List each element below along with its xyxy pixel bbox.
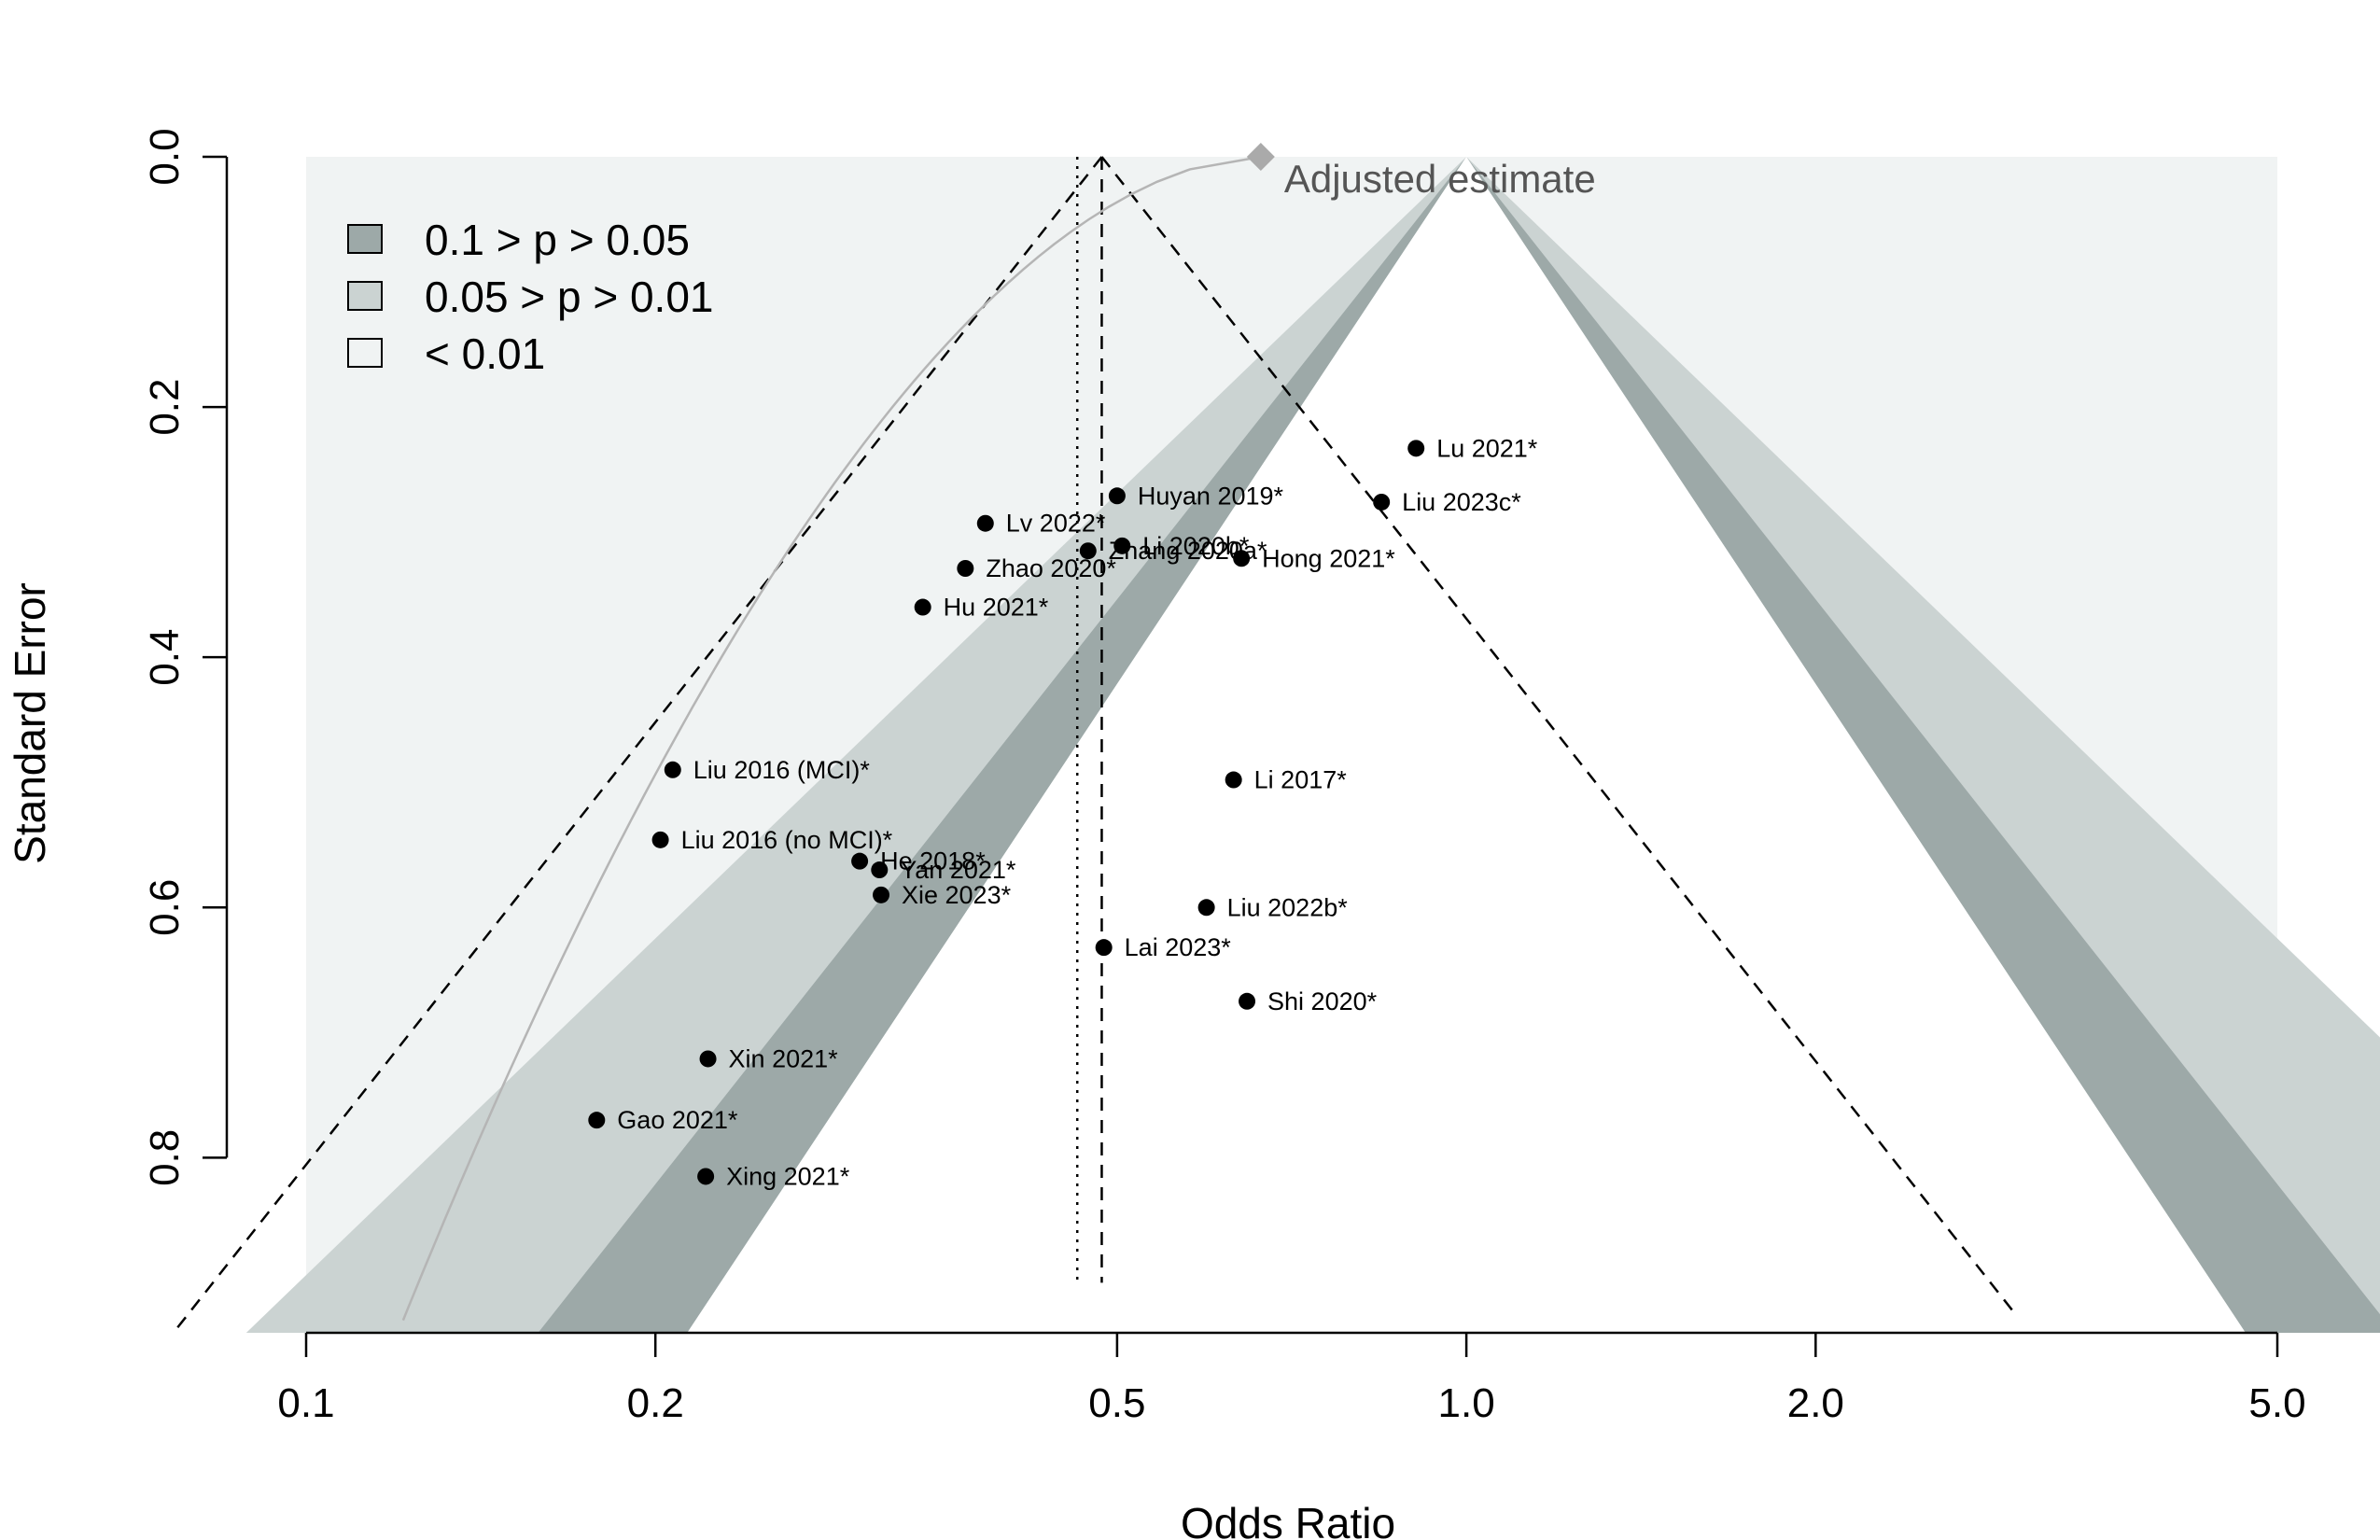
x-tick-label: 0.5	[1088, 1380, 1145, 1426]
study-label: Lv 2022*	[1006, 510, 1106, 538]
study-point	[1108, 487, 1126, 505]
study-label: Hong 2021*	[1262, 544, 1395, 572]
study-label: Hu 2021*	[944, 594, 1049, 622]
axes: 0.1 0.2 0.5 1.0 2.0 5.0 0.0 0.2 0.4 0.6 0.8	[142, 128, 2306, 1426]
study-label: Liu 2022b*	[1227, 893, 1349, 921]
study-label: Huyan 2019*	[1138, 482, 1284, 510]
study-point	[873, 886, 890, 903]
study-point	[1373, 493, 1391, 511]
x-axis-title: Odds Ratio	[1181, 1499, 1395, 1540]
study-point	[699, 1050, 717, 1068]
adjusted-estimate-label: Adjusted estimate	[1284, 157, 1596, 201]
study-label: Lai 2023*	[1125, 933, 1232, 961]
contour-p-above-01	[687, 157, 2246, 1333]
study-point	[1197, 899, 1215, 917]
contour-p-005-01	[538, 157, 2380, 1333]
legend-swatch	[347, 224, 383, 254]
legend-swatch	[347, 338, 383, 368]
legend-swatch	[347, 281, 383, 311]
study-point	[976, 514, 994, 532]
study-point	[957, 560, 974, 577]
study-label: Li 2017*	[1254, 766, 1348, 794]
legend-label: 0.05 > p > 0.01	[425, 273, 714, 321]
study-point	[1079, 542, 1097, 560]
contour-p-001-005	[245, 157, 2380, 1333]
study-point	[871, 861, 889, 879]
study-point	[1113, 537, 1131, 554]
funnel-left-dashed-line	[172, 156, 1103, 1334]
significance-contours	[245, 157, 2380, 1333]
study-point	[1233, 550, 1251, 567]
y-tick-label: 0.0	[142, 128, 188, 185]
study-label: Liu 2016 (no MCI)*	[681, 826, 893, 854]
x-tick-label: 2.0	[1787, 1380, 1844, 1426]
x-tick-label: 5.0	[2248, 1380, 2305, 1426]
study-label: Shi 2020*	[1267, 987, 1378, 1015]
x-tick-label: 0.2	[627, 1380, 684, 1426]
legend: 0.1 > p > 0.05 0.05 > p > 0.01 < 0.01	[347, 216, 714, 378]
study-label: Liu 2016 (MCI)*	[693, 756, 871, 784]
study-label: Xin 2021*	[729, 1044, 839, 1072]
adjusted-estimate-diamond	[1246, 143, 1275, 171]
study-point	[1239, 992, 1256, 1010]
x-tick-label: 1.0	[1438, 1380, 1495, 1426]
study-label: Zhao 2020*	[986, 554, 1116, 582]
legend-label: 0.1 > p > 0.05	[425, 216, 690, 264]
adjusted-estimate-curve	[401, 155, 1262, 1322]
study-label: Liu 2023c*	[1402, 488, 1521, 516]
study-points: Lu 2021* Liu 2023c* Huyan 2019* Lv 2022* Li …	[588, 434, 1538, 1190]
x-tick-label: 0.1	[277, 1380, 334, 1426]
study-point	[851, 852, 869, 870]
y-tick-label: 0.6	[142, 879, 188, 936]
study-label: Yan 2021*	[900, 856, 1016, 884]
study-label: He 2018*	[880, 847, 986, 875]
study-label: Gao 2021*	[617, 1106, 738, 1134]
legend-label: < 0.01	[425, 329, 545, 378]
study-point	[1225, 771, 1242, 789]
study-point	[664, 761, 681, 778]
study-label: Lu 2021*	[1436, 434, 1538, 462]
y-tick-label: 0.8	[142, 1129, 188, 1186]
study-point	[651, 831, 669, 848]
y-tick-label: 0.2	[142, 378, 188, 435]
study-point	[588, 1112, 606, 1129]
reference-lines	[172, 156, 2017, 1334]
study-point	[914, 598, 931, 616]
study-point	[1407, 440, 1425, 457]
y-tick-label: 0.4	[142, 629, 188, 686]
study-label: Xing 2021*	[726, 1162, 850, 1190]
y-axis-title: Standard Error	[6, 582, 54, 864]
study-label: Li 2020b*	[1142, 532, 1250, 560]
study-point	[697, 1168, 715, 1185]
study-label: Xie 2023*	[902, 881, 1012, 909]
study-point	[1095, 939, 1113, 957]
adjusted-estimate: Adjusted estimate	[401, 143, 1596, 1322]
